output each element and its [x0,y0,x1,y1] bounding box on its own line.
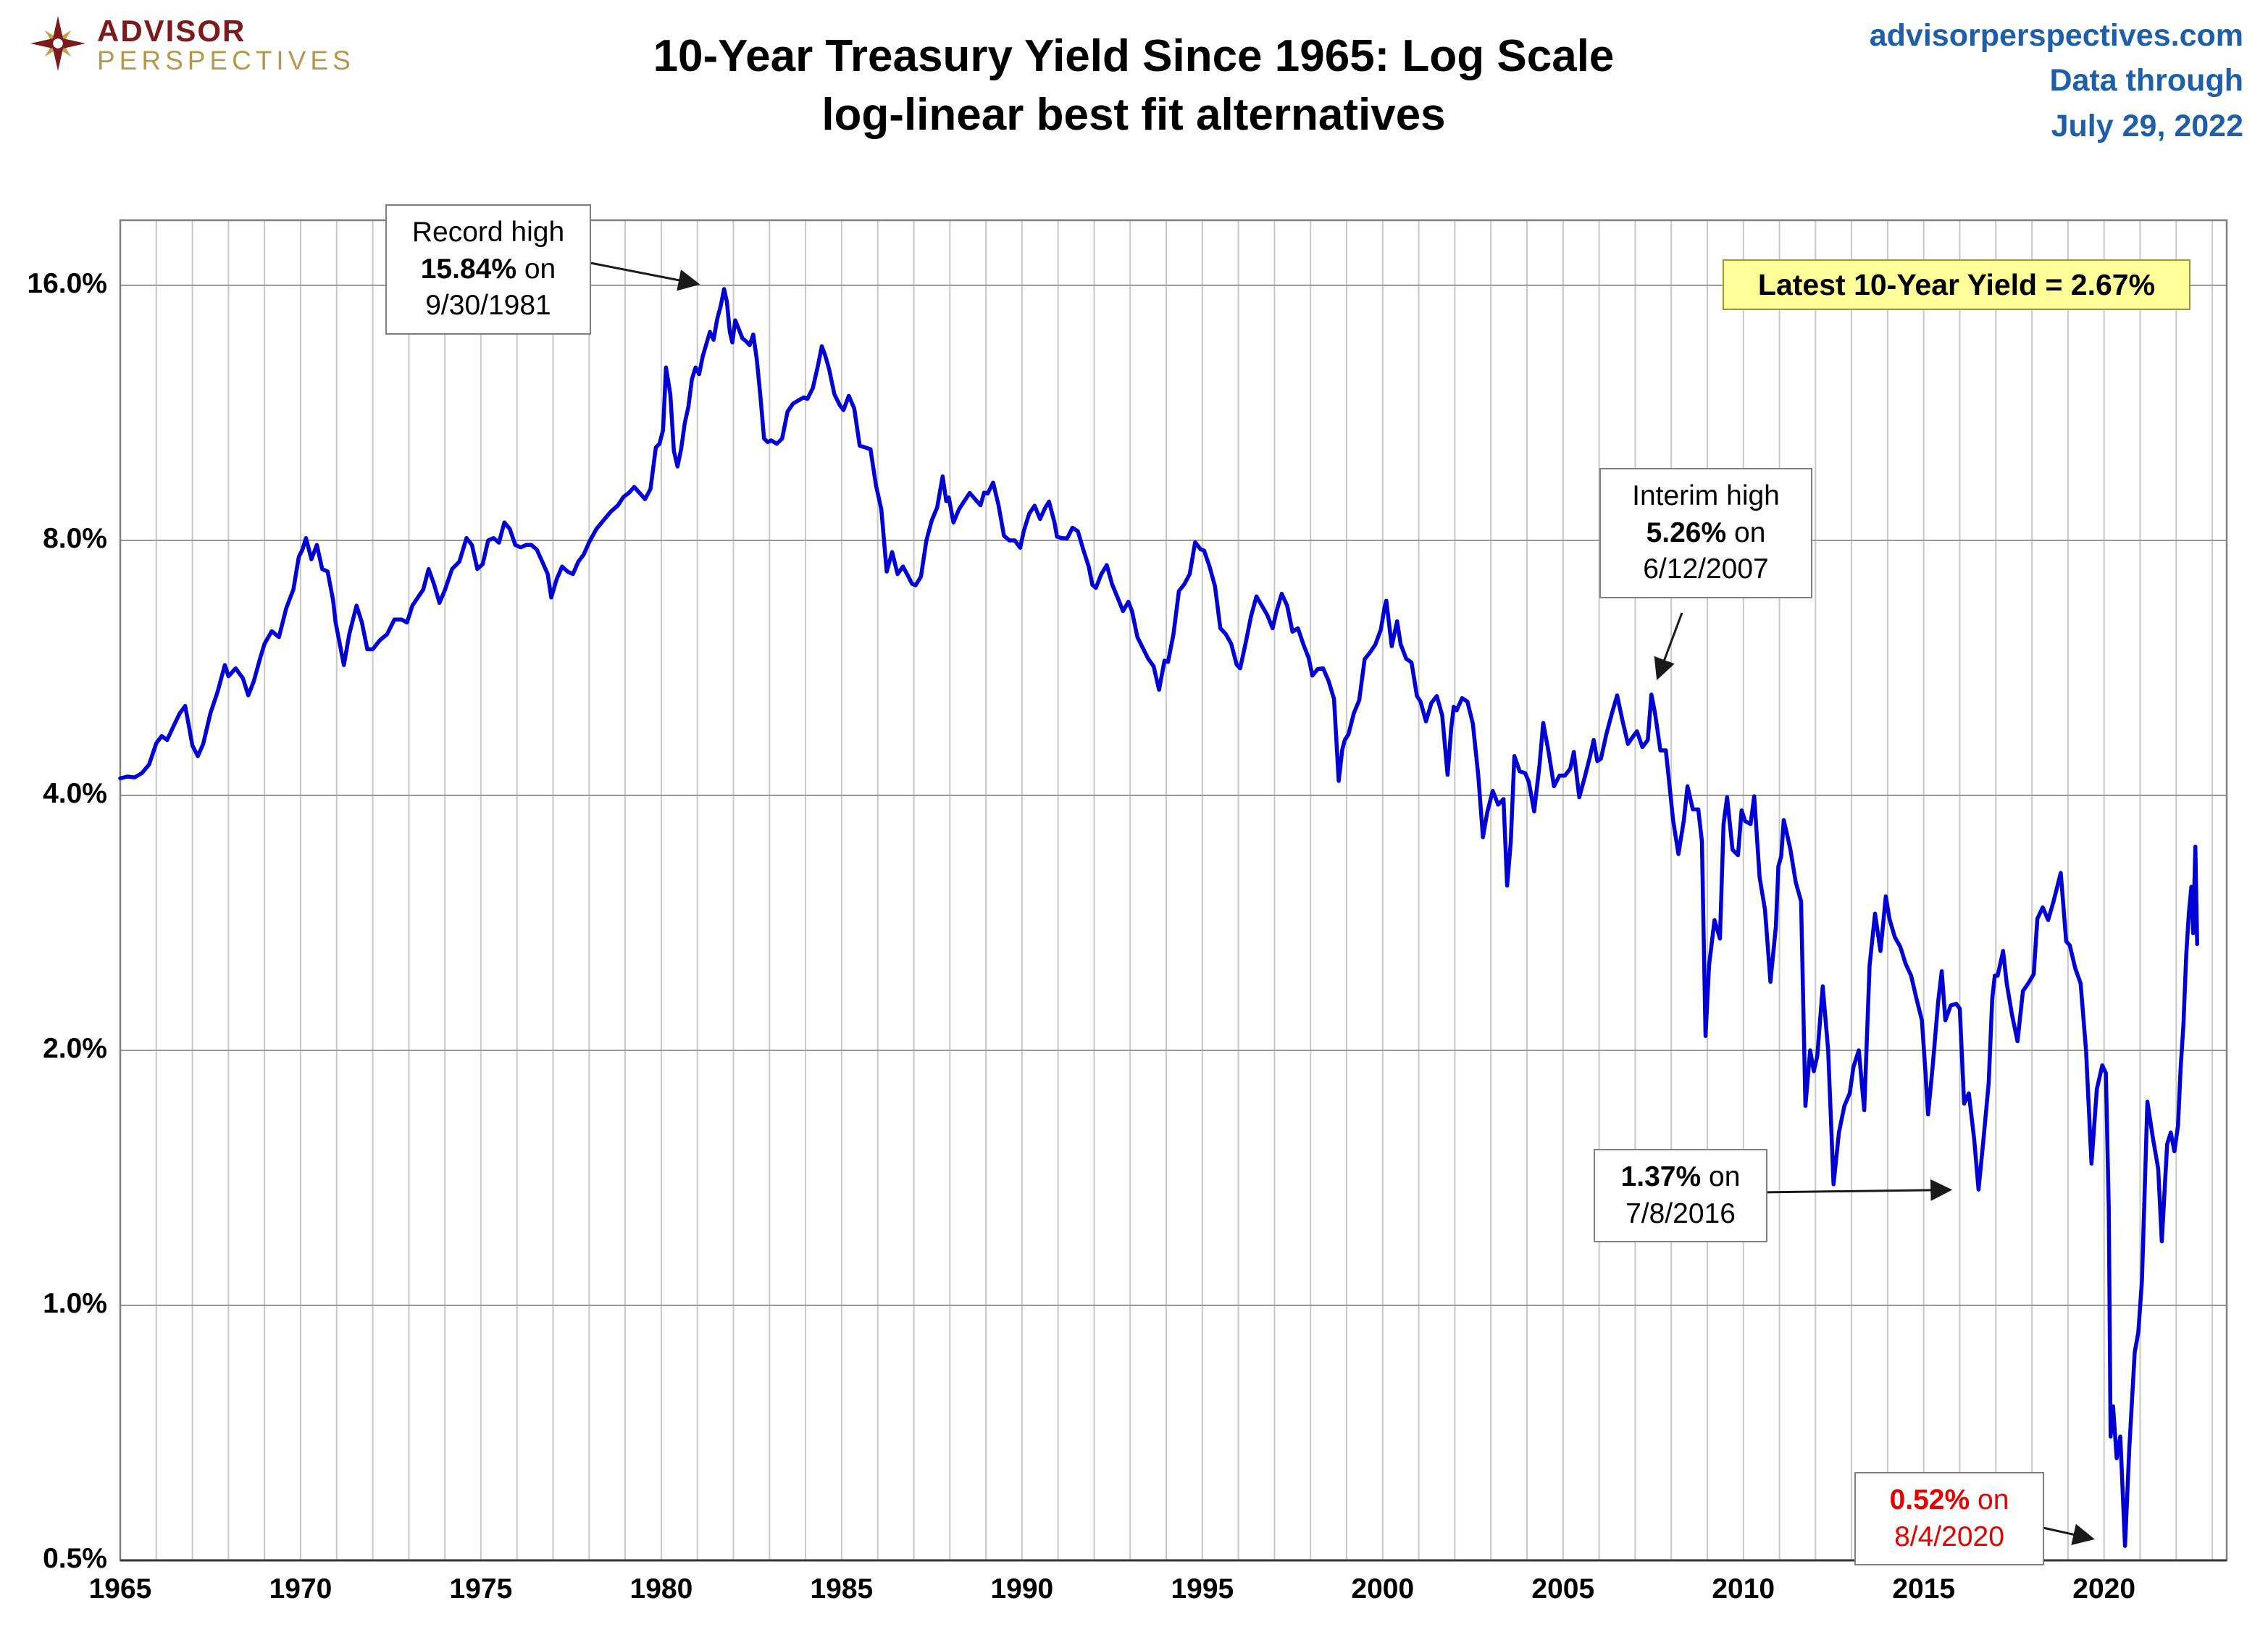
y-axis-label: 4.0% [43,777,107,809]
logo-line2: PERSPECTIVES [97,46,355,76]
annotation-low-2020: 0.52% on 8/4/2020 [1854,1472,2044,1566]
chart-title-block: 10-Year Treasury Yield Since 1965: Log S… [464,28,1804,144]
source-block: advisorperspectives.com Data through Jul… [1870,13,2243,149]
chart-subtitle: log-linear best fit alternatives [821,89,1446,140]
yield-line [118,287,2199,1548]
x-axis-label: 1970 [269,1573,332,1605]
compass-star-icon [29,14,87,76]
annotation-arrow-interim-high [1654,612,1683,681]
annotation-value-line: 0.52% on [1889,1484,2009,1515]
annotation-low-2016: 1.37% on 7/8/2016 [1594,1149,1767,1243]
x-axis-label: 2020 [2072,1573,2136,1605]
data-through-date: July 29, 2022 [2051,108,2243,143]
annotation-title: Interim high [1632,480,1780,511]
annotation-date: 8/4/2020 [1894,1521,2004,1552]
x-axis-label: 2010 [1712,1573,1775,1605]
x-axis-label: 1965 [88,1573,152,1605]
annotation-arrow-low-2020 [2039,1523,2095,1545]
latest-yield-badge: Latest 10-Year Yield = 2.67% [1723,259,2190,310]
x-axis-label: 1990 [990,1573,1054,1605]
x-axis-label: 2000 [1351,1573,1415,1605]
data-through-label: Data through [2049,63,2243,99]
annotation-arrow-low-2016 [1759,1179,1953,1201]
y-axis-label: 0.5% [43,1543,107,1574]
source-site: advisorperspectives.com [1869,18,2243,53]
x-axis-label: 1975 [449,1573,513,1605]
annotation-record-high: Record high 15.84% on 9/30/1981 [385,204,591,335]
annotation-title: Record high [411,217,565,248]
x-axis-label: 2005 [1531,1573,1595,1605]
annotation-arrow-record-high [579,259,700,291]
y-axis-label: 16.0% [27,267,107,299]
annotation-value-line: 1.37% on [1620,1161,1741,1192]
x-axis-label: 1980 [629,1573,693,1605]
x-axis-label: 1985 [810,1573,874,1605]
x-axis-label: 2015 [1892,1573,1956,1605]
y-axis-label: 1.0% [43,1287,107,1319]
annotation-value-line: 15.84% on [420,253,556,285]
annotation-date: 7/8/2016 [1625,1197,1736,1229]
advisor-perspectives-logo: ADVISOR PERSPECTIVES [29,14,355,76]
annotation-date: 6/12/2007 [1643,553,1769,585]
x-axis-label: 1995 [1171,1573,1234,1605]
chart-title: 10-Year Treasury Yield Since 1965: Log S… [653,31,1615,81]
annotation-interim-high: Interim high 5.26% on 6/12/2007 [1599,468,1812,599]
annotation-value-line: 5.26% on [1646,516,1766,548]
annotation-date: 9/30/1981 [425,290,551,322]
y-axis-label: 8.0% [43,522,107,554]
y-axis-label: 2.0% [43,1032,107,1064]
logo-line1: ADVISOR [97,14,246,49]
